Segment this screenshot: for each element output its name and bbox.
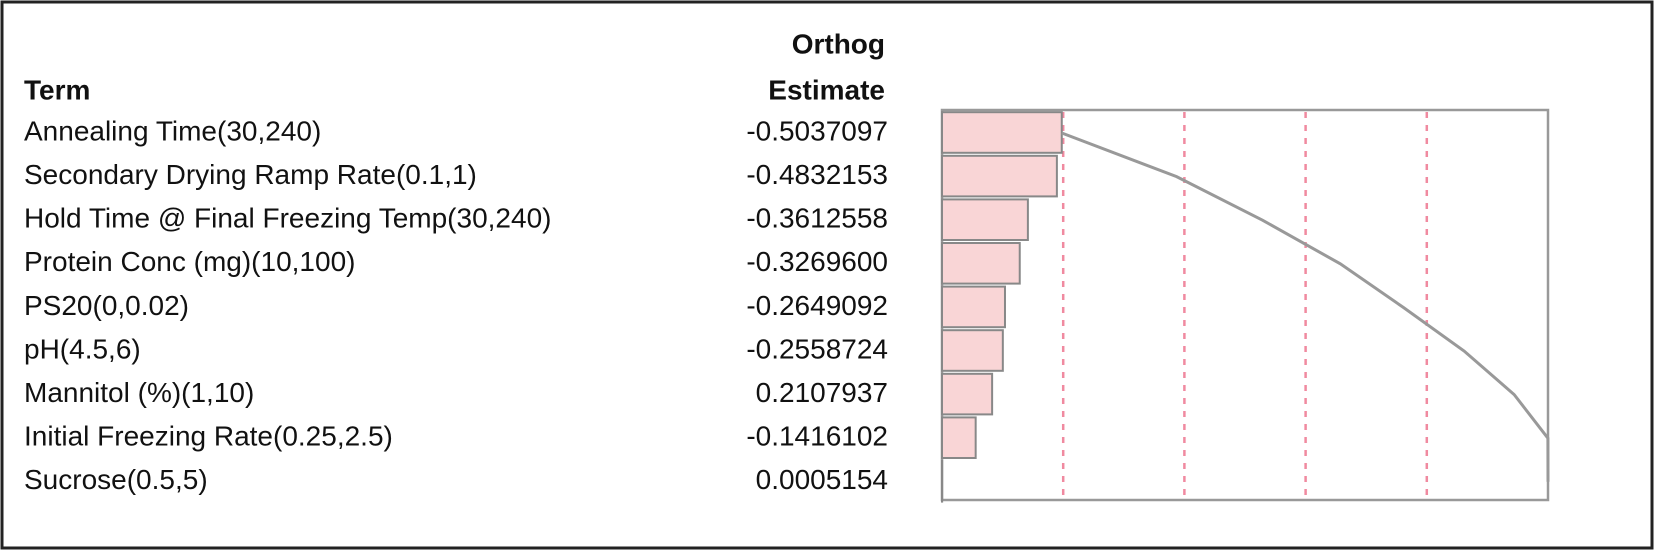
estimate-label: -0.3612558 [746, 203, 888, 234]
estimate-label: -0.4832153 [746, 159, 888, 190]
estimate-label: -0.3269600 [746, 246, 888, 277]
term-label: Annealing Time(30,240) [24, 115, 321, 146]
term-label: Sucrose(0.5,5) [24, 464, 208, 495]
cumulative-curve [1061, 131, 1550, 482]
bar [941, 111, 1063, 154]
estimate-label: -0.2558724 [746, 333, 888, 364]
estimate-label: 0.0005154 [756, 464, 888, 495]
term-label: Hold Time @ Final Freezing Temp(30,240) [24, 203, 551, 234]
bar [941, 416, 977, 459]
bar [941, 285, 1006, 329]
estimate-label: 0.2107937 [756, 377, 888, 408]
term-label: PS20(0,0.02) [24, 290, 189, 321]
column-header: Estimate [768, 74, 885, 105]
term-label: Initial Freezing Rate(0.25,2.5) [24, 421, 393, 452]
estimate-label: -0.5037097 [746, 115, 888, 146]
term-label: Mannitol (%)(1,10) [24, 377, 254, 408]
estimate-label: -0.1416102 [746, 421, 888, 452]
bar [941, 154, 1058, 198]
estimate-label: -0.2649092 [746, 290, 888, 321]
term-label: Protein Conc (mg)(10,100) [24, 246, 355, 277]
bar [941, 242, 1021, 285]
term-label: pH(4.5,6) [24, 333, 141, 364]
bar [941, 329, 1004, 372]
bar [941, 198, 1029, 241]
column-header: Orthog [792, 28, 885, 59]
bar [941, 372, 994, 416]
column-header: Term [24, 74, 90, 105]
term-label: Secondary Drying Ramp Rate(0.1,1) [24, 159, 477, 190]
